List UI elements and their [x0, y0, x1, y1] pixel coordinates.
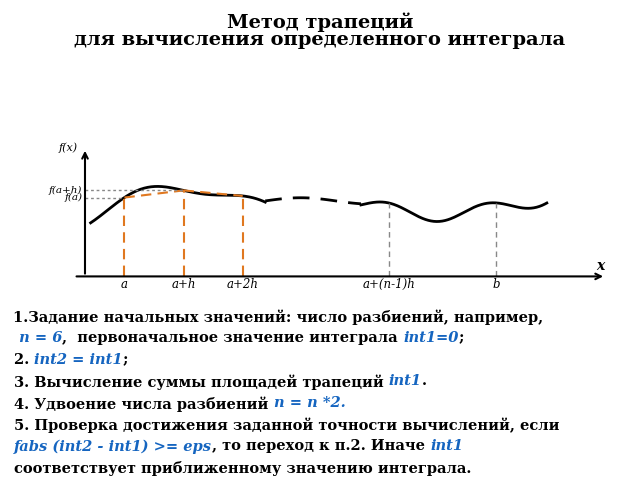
- Text: int2 = int1: int2 = int1: [35, 353, 123, 367]
- Text: n = n *2.: n = n *2.: [273, 396, 346, 410]
- Text: ;: ;: [123, 353, 129, 367]
- Text: 1.Задание начальных значений: число разбиений, например,: 1.Задание начальных значений: число разб…: [13, 310, 543, 325]
- Text: fabs (int2 - int1) >= eps: fabs (int2 - int1) >= eps: [14, 439, 212, 454]
- Text: a+(n-1)h: a+(n-1)h: [363, 278, 415, 291]
- Text: , то переход к п.2. Иначе: , то переход к п.2. Иначе: [212, 439, 430, 453]
- Text: int1: int1: [430, 439, 463, 453]
- Text: int1=0: int1=0: [403, 331, 459, 345]
- Text: 4. Удвоение числа разбиений: 4. Удвоение числа разбиений: [14, 396, 273, 411]
- Text: Метод трапеций: Метод трапеций: [227, 12, 413, 32]
- Text: f(a+h): f(a+h): [49, 186, 82, 195]
- Text: 5. Проверка достижения заданной точности вычислений, если: 5. Проверка достижения заданной точности…: [14, 418, 559, 433]
- Text: f(a): f(a): [64, 193, 82, 202]
- Text: a: a: [121, 278, 128, 291]
- Text: a+2h: a+2h: [227, 278, 259, 291]
- Text: для вычисления определенного интеграла: для вычисления определенного интеграла: [74, 31, 566, 49]
- Text: 3. Вычисление суммы площадей трапеций: 3. Вычисление суммы площадей трапеций: [14, 374, 389, 390]
- Text: x: x: [596, 259, 604, 273]
- Text: ;: ;: [459, 331, 464, 345]
- Text: 2.: 2.: [14, 353, 35, 367]
- Text: int1: int1: [389, 374, 422, 388]
- Text: соответствует приближенному значению интеграла.: соответствует приближенному значению инт…: [14, 461, 472, 476]
- Text: ,  первоначальное значение интеграла: , первоначальное значение интеграла: [63, 331, 403, 345]
- Text: b: b: [492, 278, 500, 291]
- Text: n = 6: n = 6: [14, 331, 63, 345]
- Text: .: .: [422, 374, 427, 388]
- Text: a+h: a+h: [172, 278, 196, 291]
- Text: f(x): f(x): [58, 142, 77, 153]
